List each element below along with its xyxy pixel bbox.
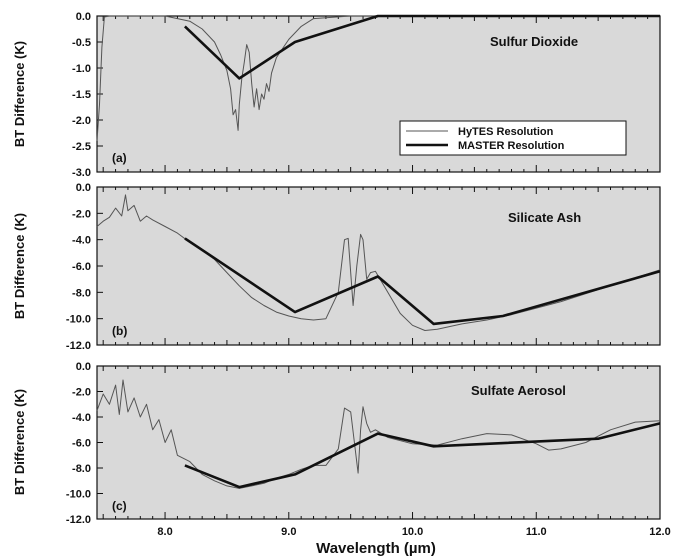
x-tick-label: 11.0 xyxy=(526,526,547,538)
panel-c-ylabel: BT Difference (K) xyxy=(12,389,27,495)
panel-b-title: Silicate Ash xyxy=(508,210,581,225)
panel-b-ylabel: BT Difference (K) xyxy=(12,213,27,319)
panel-a: 0.0 -0.5 -1.0 -1.5 -2.0 -2.5 -3.0 Sulfur Dioxi… xyxy=(12,11,661,179)
y-tick-label: -1.5 xyxy=(72,89,91,101)
panel-b: 0.0 -2.0 -4.0 -6.0 -8.0 -10.0 -12.0 Silicate A… xyxy=(12,182,661,352)
y-tick-label: 0.0 xyxy=(76,182,91,194)
y-tick-label: 0.0 xyxy=(76,11,91,23)
panel-c-plot-area xyxy=(96,365,661,520)
master-series-line xyxy=(184,14,660,80)
y-tick-label: -12.0 xyxy=(66,340,91,352)
hytes-series-line xyxy=(96,15,660,141)
panel-a-yticks: 0.0 -0.5 -1.0 -1.5 -2.0 -2.5 -3.0 xyxy=(72,11,103,179)
y-tick-label: -4.0 xyxy=(72,412,91,424)
panel-b-yticks: 0.0 -2.0 -4.0 -6.0 -8.0 -10.0 -12.0 xyxy=(66,182,103,352)
y-tick-label: -10.0 xyxy=(66,489,91,501)
y-tick-label: -10.0 xyxy=(66,314,91,326)
panel-c: 0.0 -2.0 -4.0 -6.0 -8.0 -10.0 -12.0 Sulfate Ae… xyxy=(12,361,661,526)
y-tick-label: -2.0 xyxy=(72,208,91,220)
y-tick-label: -8.0 xyxy=(72,287,91,299)
hytes-series-line xyxy=(96,194,661,331)
master-series-line xyxy=(184,422,661,489)
y-tick-label: -0.5 xyxy=(72,37,91,49)
legend-master-label: MASTER Resolution xyxy=(458,140,565,152)
y-tick-label: -6.0 xyxy=(72,261,91,273)
y-tick-label: -6.0 xyxy=(72,438,91,450)
y-tick-label: -3.0 xyxy=(72,167,91,179)
legend-box xyxy=(399,120,627,156)
panel-b-series xyxy=(96,194,661,331)
y-tick-label: -1.0 xyxy=(72,63,91,75)
x-tick-label: 10.0 xyxy=(402,526,423,538)
panel-a-xticks xyxy=(102,16,661,172)
master-series-line xyxy=(184,237,661,326)
x-tick-label: 12.0 xyxy=(649,526,670,538)
x-tick-label: 8.0 xyxy=(157,526,172,538)
y-tick-label: -12.0 xyxy=(66,514,91,526)
y-tick-label: -2.0 xyxy=(72,387,91,399)
x-axis-tick-labels: 8.0 9.0 10.0 11.0 12.0 xyxy=(157,526,670,538)
panel-a-title: Sulfur Dioxide xyxy=(490,34,578,49)
legend-hytes-label: HyTES Resolution xyxy=(458,126,554,138)
y-tick-label: -2.0 xyxy=(72,115,91,127)
panel-a-series xyxy=(96,14,660,141)
panel-c-yticks: 0.0 -2.0 -4.0 -6.0 -8.0 -10.0 -12.0 xyxy=(66,361,103,526)
legend: HyTES Resolution MASTER Resolution xyxy=(399,120,627,156)
panel-b-xticks xyxy=(102,187,661,345)
x-axis-label: Wavelength (µm) xyxy=(316,540,436,557)
panel-b-plot-area xyxy=(96,186,661,346)
y-tick-label: -2.5 xyxy=(72,141,91,153)
panel-b-label: (b) xyxy=(112,324,127,338)
y-tick-label: 0.0 xyxy=(76,361,91,373)
panel-c-series xyxy=(96,379,661,489)
panel-c-label: (c) xyxy=(112,499,127,513)
panel-a-ylabel: BT Difference (K) xyxy=(12,41,27,147)
x-tick-label: 9.0 xyxy=(281,526,296,538)
y-tick-label: -8.0 xyxy=(72,463,91,475)
y-tick-label: -4.0 xyxy=(72,235,91,247)
panel-c-title: Sulfate Aerosol xyxy=(471,383,566,398)
panel-c-xticks xyxy=(102,366,661,519)
panel-a-label: (a) xyxy=(112,151,127,165)
